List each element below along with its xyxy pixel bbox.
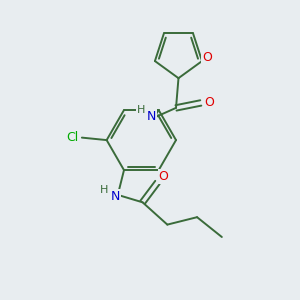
Text: H: H: [100, 185, 108, 195]
Text: N: N: [147, 110, 156, 123]
Text: N: N: [111, 190, 120, 202]
Text: O: O: [159, 170, 169, 183]
Text: O: O: [202, 51, 212, 64]
Text: O: O: [205, 96, 214, 110]
Text: H: H: [137, 105, 146, 116]
Text: Cl: Cl: [66, 131, 78, 144]
